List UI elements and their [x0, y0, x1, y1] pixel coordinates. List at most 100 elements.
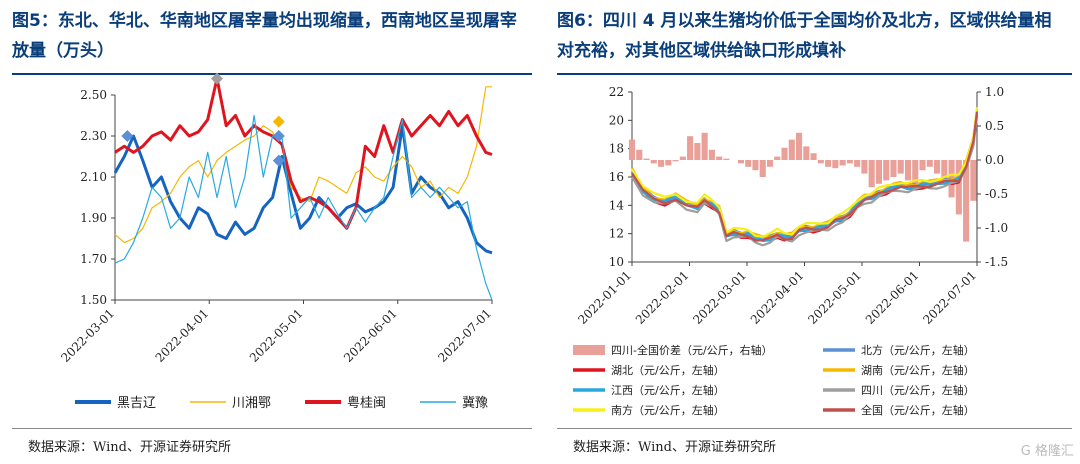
x-tick-label: 2022-01-01 [575, 268, 634, 327]
region-price-line [631, 109, 979, 240]
region-price-line [631, 107, 979, 238]
legend-label: 湖南（元/公斤，左轴） [861, 363, 975, 377]
spread-bar [723, 158, 730, 160]
y-right-tick-label: 1.0 [985, 85, 1004, 99]
region-price-line [631, 114, 979, 242]
spread-bar [825, 160, 832, 167]
legend-label: 黑吉辽 [117, 396, 156, 411]
y-tick-label: 2.50 [80, 88, 107, 102]
y-right-tick-label: -0.5 [985, 187, 1008, 201]
spread-bar [926, 160, 933, 167]
legend-label: 湖北（元/公斤，左轴） [611, 363, 725, 377]
spread-bar [919, 160, 926, 171]
y-tick-label: 2.10 [80, 170, 107, 184]
spread-bar [955, 160, 962, 215]
spread-bar [795, 132, 803, 160]
legend-label: 江西（元/公斤，左轴） [611, 383, 725, 397]
spread-bar [766, 160, 774, 167]
y-tick-label: 2.30 [80, 129, 107, 143]
watermark-logo: G 格隆汇 [1020, 444, 1074, 459]
spread-bar [708, 149, 715, 160]
x-tick-label: 2022-03-01 [690, 268, 749, 327]
region-price-line [631, 110, 979, 239]
x-tick-label: 2022-07-01 [920, 268, 979, 327]
diamond-marker [272, 115, 285, 128]
y-right-tick-label: 0.0 [985, 153, 1004, 167]
x-tick-label: 2022-02-01 [633, 268, 692, 327]
diamond-marker [272, 154, 285, 167]
right-source-rule [557, 428, 1072, 429]
right-chart-title: 图6：四川 4 月以来生猪均价低于全国均价及北方，区域供给量相对充裕，对其他区域… [557, 11, 1052, 61]
y-right-tick-label: -1.0 [985, 221, 1008, 235]
spread-bar [875, 160, 883, 184]
right-source-text: 数据来源：Wind、开源证券研究所 [573, 440, 776, 455]
legend-label: 川湘鄂 [232, 396, 271, 411]
spread-bar [679, 156, 686, 160]
right-chart-svg: 10 12 14 16 18 20 22 -1.5 -1.0 -0.5 0.0 0.5 1.0 2022-… [573, 85, 1008, 417]
spread-bar [890, 160, 897, 177]
x-tick-label: 2022-07-01 [435, 306, 494, 365]
y-left-tick-label: 10 [609, 255, 624, 269]
spread-bar [941, 160, 948, 181]
left-chart-panel: 图5：东北、华北、华南地区屠宰量均出现缩量，西南地区呈现屠宰放量（万头） 1.5… [12, 11, 532, 455]
spread-bar [672, 160, 679, 162]
spread-bar [665, 160, 672, 166]
spread-bar [781, 147, 788, 160]
x-tick-label: 2022-04-01 [748, 268, 807, 327]
x-tick-label: 2022-06-01 [341, 306, 400, 365]
spread-bar [745, 160, 752, 167]
spread-bar [839, 160, 846, 166]
diamond-marker [121, 130, 134, 142]
spread-bar [752, 160, 759, 171]
spread-bar [628, 139, 636, 160]
right-chart-panel: 图6：四川 4 月以来生猪均价低于全国均价及北方，区域供给量相对充裕，对其他区域… [545, 0, 1080, 464]
series-line [114, 86, 492, 244]
x-tick-label: 2022-04-01 [153, 306, 212, 365]
legend-label: 四川-全国价差（元/公斤，右轴） [611, 343, 773, 357]
left-chart-title: 图5：东北、华北、华南地区屠宰量均出现缩量，西南地区呈现屠宰放量（万头） [12, 11, 517, 61]
region-price-line [631, 111, 979, 242]
spread-bar [854, 160, 861, 167]
spread-bar [933, 160, 941, 174]
spread-bar [970, 160, 977, 201]
spread-bar [810, 153, 817, 160]
region-price-line [631, 114, 979, 242]
diamond-marker [210, 72, 223, 85]
spread-bar [636, 149, 643, 160]
diamond-marker [272, 130, 285, 142]
y-left-tick-label: 22 [609, 85, 624, 99]
legend-label: 全国（元/公斤，左轴） [861, 403, 975, 417]
spread-bar [687, 136, 694, 160]
y-tick-label: 1.50 [80, 293, 107, 307]
series-line [114, 114, 493, 301]
legend-label: 南方（元/公斤，左轴） [611, 403, 725, 417]
spread-bar [883, 160, 890, 181]
legend-label: 冀豫 [462, 395, 488, 411]
y-right-tick-label: 0.5 [985, 119, 1004, 133]
left-title-rule [12, 73, 532, 75]
y-left-tick-label: 20 [609, 113, 624, 127]
spread-bar [716, 156, 723, 160]
y-tick-label: 1.90 [80, 211, 107, 225]
spread-bar [759, 160, 766, 177]
legend-label: 四川（元/公斤，左轴） [861, 383, 975, 397]
spread-bar [803, 146, 810, 160]
spread-bar [657, 160, 665, 167]
y-left-tick-label: 14 [609, 198, 625, 212]
spread-bar [963, 160, 970, 242]
y-right-tick-label: -1.5 [985, 255, 1008, 269]
legend-label: 粤桂闽 [347, 395, 386, 411]
spread-bar [650, 160, 657, 164]
x-tick-label: 2022-05-01 [805, 268, 864, 327]
y-tick-label: 1.70 [80, 252, 107, 266]
left-chart-svg: 1.50 1.70 1.90 2.10 2.30 2.50 2022-03-01 2022-0… [58, 72, 494, 411]
right-title-rule [557, 73, 1072, 75]
series-line [114, 77, 493, 230]
y-left-tick-label: 12 [609, 227, 624, 241]
y-left-tick-label: 18 [609, 142, 624, 156]
spread-bar [643, 158, 650, 160]
legend-swatch [573, 345, 605, 355]
spread-bar [904, 160, 912, 181]
x-tick-label: 2022-06-01 [863, 268, 922, 327]
spread-bar [694, 143, 701, 160]
